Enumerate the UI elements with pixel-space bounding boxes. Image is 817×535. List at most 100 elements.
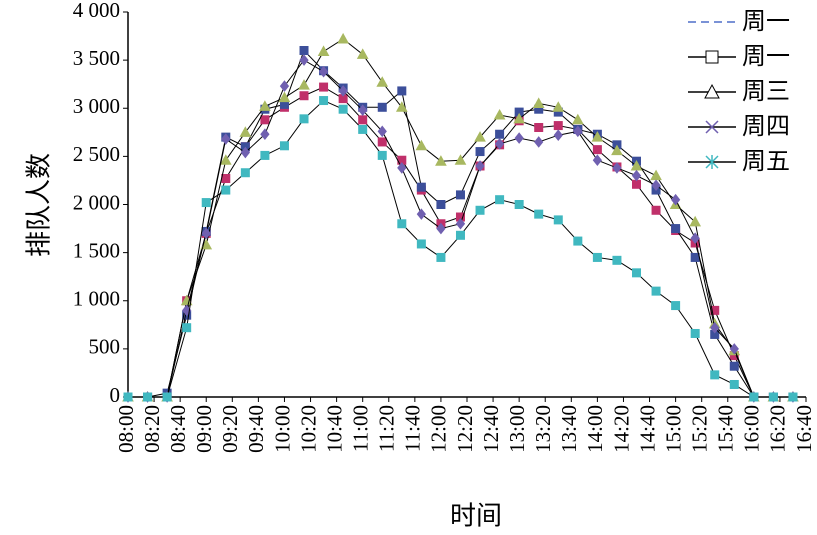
legend-label: 周四 [742, 112, 790, 140]
point [337, 32, 349, 44]
point [651, 286, 661, 296]
point [377, 125, 387, 138]
y-tick-label: 2 000 [73, 190, 120, 214]
point [376, 76, 389, 87]
point [651, 179, 661, 192]
point [259, 100, 271, 111]
point [690, 252, 700, 262]
point [416, 239, 426, 249]
point [571, 113, 584, 125]
x-tick-label: 09:00 [192, 405, 216, 453]
point [395, 101, 408, 112]
y-tick-label: 4 000 [73, 0, 120, 22]
point [493, 108, 506, 120]
legend-symbol [705, 155, 719, 169]
point [611, 144, 623, 156]
point [143, 392, 153, 402]
point [358, 115, 368, 125]
point [416, 182, 426, 192]
point [455, 217, 466, 230]
x-tick-label: 12:40 [479, 405, 503, 453]
y-tick-label: 1 500 [73, 238, 120, 262]
point [221, 174, 231, 184]
point [650, 169, 662, 181]
point [553, 121, 563, 131]
point [690, 328, 700, 338]
point [592, 145, 602, 155]
point [435, 155, 447, 166]
point [377, 150, 387, 160]
point [299, 91, 309, 101]
point [513, 112, 526, 124]
point [729, 379, 739, 389]
point [494, 138, 505, 150]
x-tick-label: 14:40 [635, 405, 659, 453]
point [298, 79, 310, 90]
point [240, 168, 250, 178]
point [319, 96, 329, 106]
legend-label: 周三 [742, 77, 790, 105]
x-tick-label: 11:40 [401, 405, 425, 452]
point [573, 236, 583, 246]
legend-label: 周一 [742, 42, 790, 70]
point [495, 129, 505, 139]
point [182, 323, 192, 333]
legend-label: 周五 [742, 147, 790, 175]
point [317, 45, 330, 56]
point [729, 361, 739, 371]
point [475, 147, 485, 157]
point [788, 392, 798, 402]
y-tick-label: 3 500 [73, 46, 120, 70]
x-tick-label: 11:00 [349, 405, 373, 452]
point [436, 222, 446, 235]
point [632, 268, 641, 278]
point [534, 209, 544, 219]
point [573, 125, 583, 138]
point [553, 129, 563, 142]
point [416, 208, 427, 220]
point [631, 169, 642, 182]
point [532, 97, 545, 108]
series-line [128, 99, 793, 398]
point [475, 205, 485, 215]
x-tick-label: 13:00 [505, 405, 529, 453]
legend-label: 周一 [742, 7, 790, 35]
point [318, 65, 329, 78]
point [260, 115, 270, 125]
x-tick-label: 10:40 [322, 405, 346, 453]
point [455, 230, 465, 240]
point [221, 185, 231, 195]
point [221, 133, 231, 145]
point [278, 91, 291, 103]
x-tick-label: 14:20 [609, 405, 633, 453]
point [553, 215, 563, 225]
point [671, 224, 681, 234]
x-tick-label: 15:20 [688, 405, 712, 453]
point [397, 219, 407, 229]
point [201, 198, 211, 208]
legend-symbol [704, 83, 720, 99]
point [514, 200, 524, 209]
x-tick-label: 10:00 [270, 405, 294, 453]
point [749, 392, 759, 402]
x-tick-label: 12:20 [453, 405, 477, 453]
x-tick-label: 12:00 [427, 405, 451, 453]
point [377, 102, 387, 112]
point [239, 126, 252, 137]
point [162, 392, 172, 402]
x-tick-label: 09:20 [218, 405, 242, 453]
point [338, 104, 348, 114]
point [710, 370, 720, 380]
point [299, 54, 309, 66]
point [260, 128, 270, 141]
point [123, 392, 133, 402]
point [768, 392, 778, 402]
point [632, 179, 641, 189]
x-axis-title: 时间 [450, 502, 502, 532]
point [397, 162, 407, 174]
y-tick-label: 1 000 [73, 287, 120, 311]
point [612, 162, 622, 174]
x-tick-label: 13:40 [557, 405, 581, 453]
point [475, 160, 485, 172]
